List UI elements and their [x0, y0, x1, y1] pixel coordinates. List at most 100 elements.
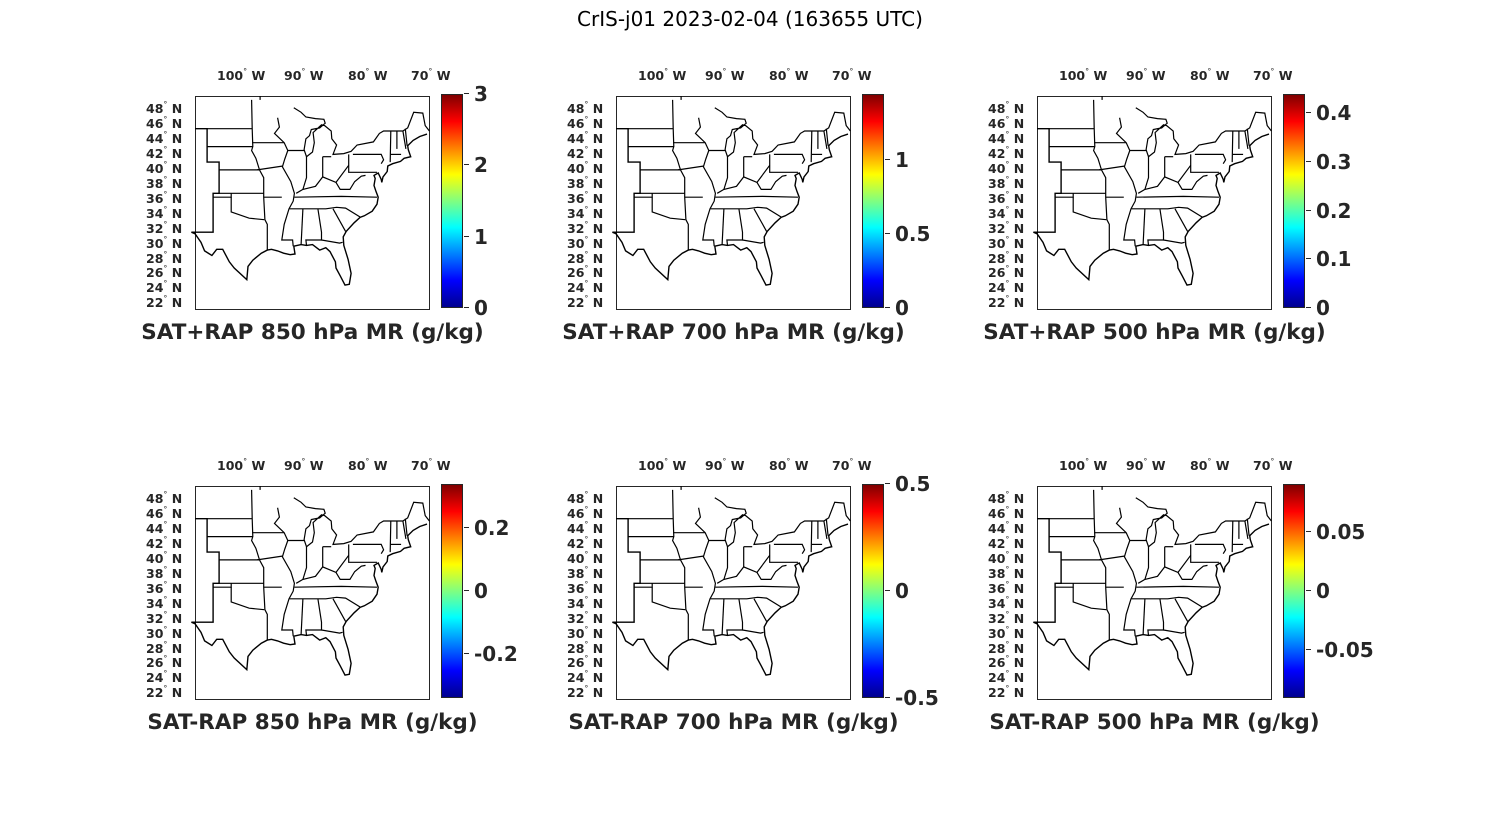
- lat-tick-label: 38° N: [988, 174, 1025, 191]
- coastline: [612, 128, 849, 286]
- lat-tick-label: 40° N: [988, 549, 1025, 566]
- lat-tick-label: 46° N: [146, 504, 183, 521]
- colorbar-tick-label: -0.2: [464, 641, 518, 666]
- lat-tick-label: 34° N: [988, 594, 1025, 611]
- map-panel-4: 100° W 90° W 80° W 70° W 48° N 46° N 44° N 42° …: [115, 446, 555, 746]
- lat-tick-label: 48° N: [988, 100, 1025, 116]
- lat-tick-label: 24° N: [988, 669, 1025, 686]
- colorbar-tick-label: 0.1: [1305, 247, 1352, 272]
- state-boundary: [753, 598, 768, 622]
- state-boundary: [294, 585, 378, 588]
- map-frame: [1037, 486, 1272, 700]
- colorbar-tick-label: 0.3: [1305, 150, 1352, 175]
- state-boundary: [710, 596, 783, 608]
- state-boundary: [302, 164, 350, 190]
- lat-tick-label: 34° N: [146, 594, 183, 611]
- lat-tick-label: 28° N: [567, 639, 604, 656]
- state-boundary: [1244, 130, 1249, 149]
- lat-tick-label: 36° N: [567, 189, 604, 206]
- lat-tick-label: 34° N: [567, 594, 604, 611]
- state-boundary: [694, 507, 717, 637]
- map-axes: [1033, 96, 1272, 310]
- map-axes: [1033, 486, 1272, 700]
- lon-tick-label: 80° W: [348, 457, 388, 473]
- lat-tick-label: 38° N: [146, 564, 183, 581]
- lon-tick-label: 100° W: [217, 67, 266, 83]
- colorbar-tick-label: 0: [1306, 579, 1330, 603]
- state-boundary: [335, 174, 366, 190]
- lat-tick-label: 22° N: [988, 294, 1025, 311]
- panel-title: SAT+RAP 500 hPa MR (g/kg): [983, 320, 1326, 345]
- lat-tick-label: 24° N: [567, 279, 604, 296]
- state-boundary: [332, 208, 347, 232]
- state-boundary: [273, 507, 296, 637]
- lat-tick-label: 28° N: [146, 249, 183, 266]
- state-boundary: [716, 156, 729, 194]
- lat-tick-label: 40° N: [146, 549, 183, 566]
- colorbar-tick-label: 0: [885, 579, 909, 603]
- lat-tick-label: 36° N: [567, 579, 604, 596]
- state-boundary: [671, 489, 689, 641]
- lon-tick-label: 90° W: [705, 67, 745, 83]
- lat-tick-label: 48° N: [146, 490, 183, 506]
- state-boundary: [335, 564, 366, 580]
- lat-tick-label: 44° N: [988, 519, 1025, 536]
- state-boundary: [825, 518, 829, 536]
- state-boundary: [726, 598, 744, 636]
- lat-tick-label: 42° N: [146, 144, 183, 161]
- state-boundary: [756, 174, 787, 190]
- state-boundary: [250, 99, 268, 251]
- state-boundary: [671, 99, 689, 251]
- state-boundary: [289, 596, 362, 608]
- coastline: [1033, 518, 1270, 676]
- state-boundary: [1142, 208, 1146, 245]
- colorbar-tick-label: 0: [885, 296, 909, 320]
- state-boundary: [714, 497, 851, 548]
- map-frame: [1037, 96, 1272, 310]
- lat-tick-label: 36° N: [988, 579, 1025, 596]
- lat-tick-label: 44° N: [146, 519, 183, 536]
- colorbar: [441, 484, 463, 698]
- lat-tick-label: 32° N: [567, 609, 604, 626]
- lat-tick-label: 40° N: [146, 159, 183, 176]
- state-boundary: [332, 598, 347, 622]
- coastline: [191, 518, 428, 676]
- map-axes: [612, 486, 851, 700]
- state-boundary: [1099, 165, 1126, 171]
- panel-title: SAT+RAP 850 hPa MR (g/kg): [141, 320, 484, 345]
- state-boundary: [273, 117, 296, 247]
- state-boundary: [321, 629, 343, 634]
- state-boundary: [294, 195, 378, 198]
- colorbar-tick-label: 0: [1306, 296, 1330, 320]
- lon-tick-label: 90° W: [1126, 67, 1166, 83]
- state-boundary: [305, 598, 323, 636]
- lon-tick-label: 70° W: [832, 457, 872, 473]
- colorbar: [862, 94, 884, 308]
- state-boundary: [1174, 208, 1189, 232]
- colorbar-tick-label: 0.5: [884, 222, 931, 247]
- colorbar-tick-label: -0.5: [885, 686, 939, 710]
- state-boundary: [1147, 208, 1165, 246]
- state-boundary: [1174, 598, 1189, 622]
- map-axes: [612, 96, 851, 310]
- state-boundary: [348, 544, 377, 563]
- colorbar: [862, 484, 884, 698]
- state-boundary: [1135, 497, 1272, 548]
- colorbar-tick-label: 2: [464, 153, 488, 178]
- lon-tick-label: 100° W: [1059, 457, 1108, 473]
- state-boundary: [230, 587, 265, 611]
- lon-tick-label: 70° W: [832, 67, 872, 83]
- lat-tick-label: 22° N: [567, 294, 604, 311]
- state-boundary: [321, 239, 343, 244]
- lat-tick-label: 26° N: [567, 654, 604, 671]
- lat-tick-label: 38° N: [146, 174, 183, 191]
- lat-tick-label: 44° N: [567, 129, 604, 146]
- map-axes: [191, 486, 430, 700]
- state-boundary: [1135, 107, 1272, 158]
- state-boundary: [1072, 197, 1107, 221]
- state-boundary: [1231, 130, 1234, 163]
- state-boundary: [257, 555, 284, 561]
- panel-title: SAT-RAP 500 hPa MR (g/kg): [989, 710, 1320, 735]
- state-boundary: [402, 130, 407, 149]
- lat-tick-label: 24° N: [146, 669, 183, 686]
